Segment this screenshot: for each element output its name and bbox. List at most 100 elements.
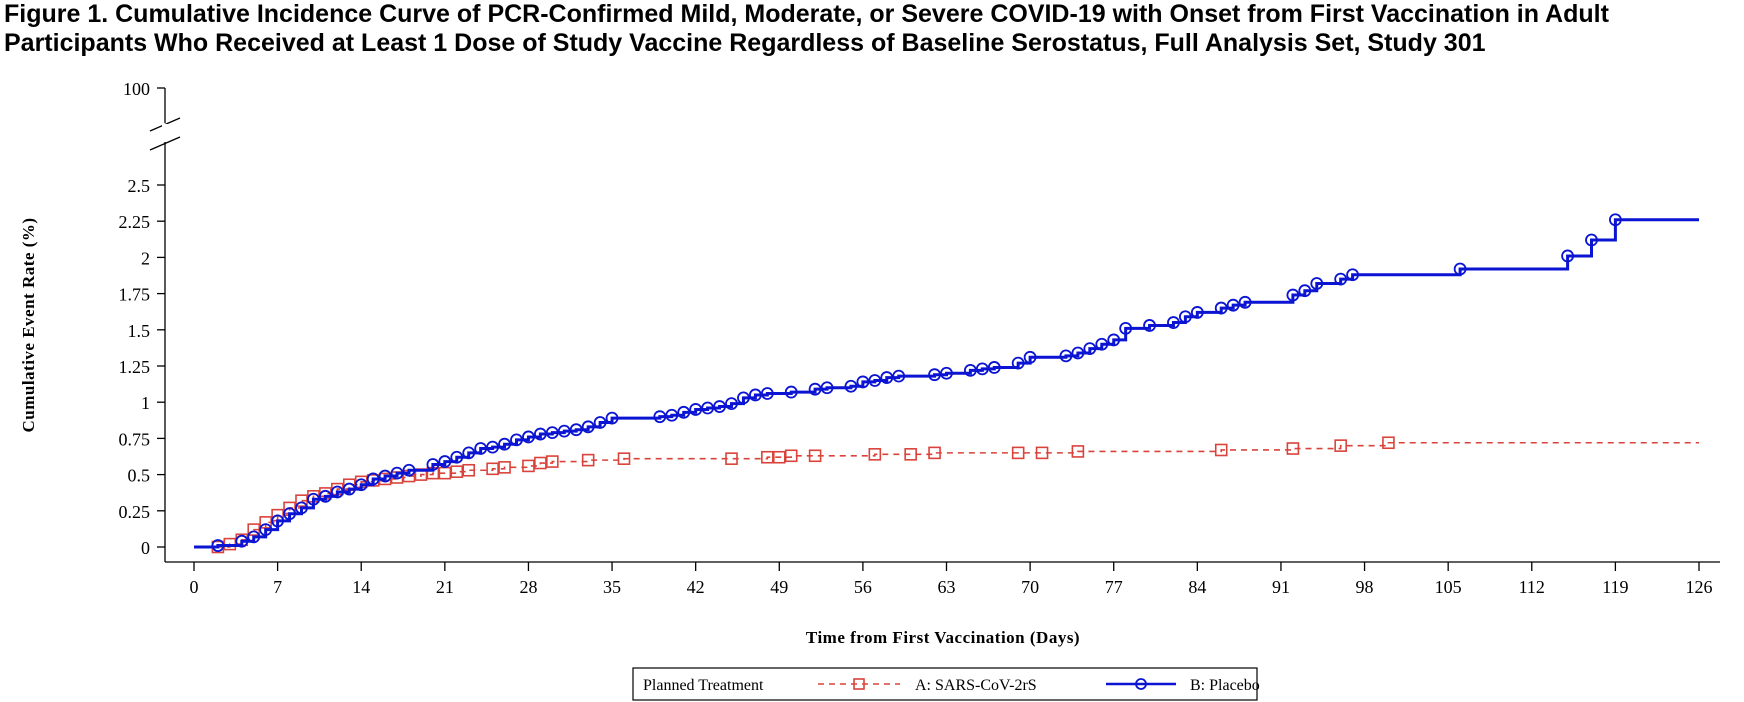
y-tick-label: 0.5 <box>128 466 151 486</box>
data-point-circle <box>235 534 249 548</box>
data-point-circle <box>1178 310 1192 324</box>
data-point-circle <box>569 423 583 437</box>
data-point-circle <box>1107 333 1121 347</box>
x-tick-label: 28 <box>519 577 537 597</box>
data-point-circle <box>1071 346 1085 360</box>
data-point-circle <box>545 426 559 440</box>
data-point-circle <box>486 440 500 454</box>
legend-title: Planned Treatment <box>643 677 764 694</box>
data-point-circle <box>581 420 595 434</box>
data-point-circle <box>653 410 667 424</box>
data-point-circle <box>295 501 308 515</box>
y-axis-break-mark <box>149 136 181 151</box>
data-point-circle <box>342 482 356 496</box>
x-tick-label: 42 <box>687 577 705 597</box>
x-tick-label: 126 <box>1686 577 1713 597</box>
data-point-circle <box>808 382 822 396</box>
legend: Planned Treatment A: SARS-CoV-2rS B: Plac… <box>632 667 1260 701</box>
legend-label: B: Placebo <box>1190 677 1260 694</box>
series-placebo <box>194 213 1699 552</box>
data-point-circle <box>259 523 273 537</box>
data-point-circle <box>1238 295 1252 309</box>
data-point-circle <box>892 369 906 383</box>
data-point-circle <box>987 361 1001 374</box>
data-point-circle <box>1083 342 1097 356</box>
figure-title-line-2: Participants Who Received at Least 1 Dos… <box>4 29 1486 57</box>
series-line <box>194 441 1699 548</box>
data-point-square <box>784 449 798 463</box>
data-point-square <box>259 516 272 529</box>
data-point-square <box>534 456 547 470</box>
x-tick-label: 105 <box>1435 577 1462 597</box>
data-point-circle <box>1023 350 1037 364</box>
data-point-circle <box>1011 356 1025 370</box>
y-tick-label: 2.5 <box>128 176 151 196</box>
series-layer <box>194 213 1699 554</box>
data-point-square <box>1035 446 1049 460</box>
data-point-square <box>1214 443 1228 457</box>
data-point-circle <box>390 466 404 480</box>
data-point-circle <box>1119 321 1133 335</box>
data-point-circle <box>1286 288 1300 302</box>
data-point-circle <box>975 362 989 376</box>
data-point-circle <box>318 489 332 503</box>
data-point-square <box>1286 442 1300 455</box>
y-tick-label: 1.25 <box>119 357 151 377</box>
x-tick-label: 119 <box>1602 577 1628 597</box>
data-point-circle <box>605 411 619 425</box>
data-point-square <box>928 446 941 460</box>
x-tick-label: 84 <box>1188 577 1206 597</box>
figure-title: Figure 1. Cumulative Incidence Curve of … <box>4 0 1740 58</box>
legend-marker-circle <box>1135 678 1147 690</box>
x-tick-label: 77 <box>1105 577 1123 597</box>
data-point-circle <box>1334 272 1348 286</box>
y-tick-label: 0.25 <box>119 502 151 522</box>
x-tick-label: 0 <box>190 577 199 597</box>
data-point-circle <box>1310 277 1324 290</box>
legend-label: A: SARS-CoV-2rS <box>915 677 1037 694</box>
data-point-circle <box>1561 249 1575 263</box>
x-tick-label: 14 <box>352 577 370 597</box>
data-point-circle <box>426 458 440 471</box>
y-tick-label: 1 <box>141 393 150 413</box>
data-point-circle <box>725 397 738 411</box>
data-point-square <box>1334 439 1347 452</box>
figure-title-line-1: Figure 1. Cumulative Incidence Curve of … <box>4 0 1609 28</box>
legend-marker-square <box>853 678 865 690</box>
data-point-circle <box>1095 337 1109 351</box>
y-tick-label: 1.75 <box>119 285 151 305</box>
y-axis-break-gap <box>162 124 168 141</box>
data-point-circle <box>844 379 858 393</box>
series-sars-cov-2rs <box>194 436 1699 554</box>
data-point-circle <box>593 416 607 429</box>
data-point-square <box>761 450 774 464</box>
data-point-square <box>808 449 822 463</box>
data-point-circle <box>713 400 726 413</box>
data-point-circle <box>1143 319 1156 332</box>
data-point-circle <box>510 433 523 447</box>
data-point-circle <box>1167 316 1180 329</box>
y-tick-label: 0.75 <box>119 429 151 449</box>
x-tick-label: 70 <box>1021 577 1039 597</box>
data-point-circle <box>665 408 679 422</box>
data-point-circle <box>450 450 464 464</box>
x-tick-label: 56 <box>854 577 872 597</box>
data-point-circle <box>677 405 691 419</box>
y-tick-label: 2.25 <box>119 212 151 232</box>
data-point-square <box>498 461 511 474</box>
data-point-circle <box>1214 301 1228 315</box>
data-point-square <box>725 452 738 465</box>
data-point-square <box>617 452 631 465</box>
data-point-square <box>1382 436 1395 450</box>
x-tick-label: 21 <box>436 577 454 597</box>
data-point-circle <box>880 371 894 384</box>
data-point-square <box>522 459 535 473</box>
data-point-circle <box>1298 284 1312 298</box>
data-point-square <box>462 463 476 477</box>
axes: 100 0 0.25 0.5 0.75 1 1.25 1.5 1.75 2 2.25 2.5 0 7 14 2… <box>119 79 1720 597</box>
data-point-square <box>247 523 261 536</box>
data-point-circle <box>522 430 535 444</box>
x-tick-label: 63 <box>938 577 956 597</box>
data-point-square <box>868 448 882 461</box>
